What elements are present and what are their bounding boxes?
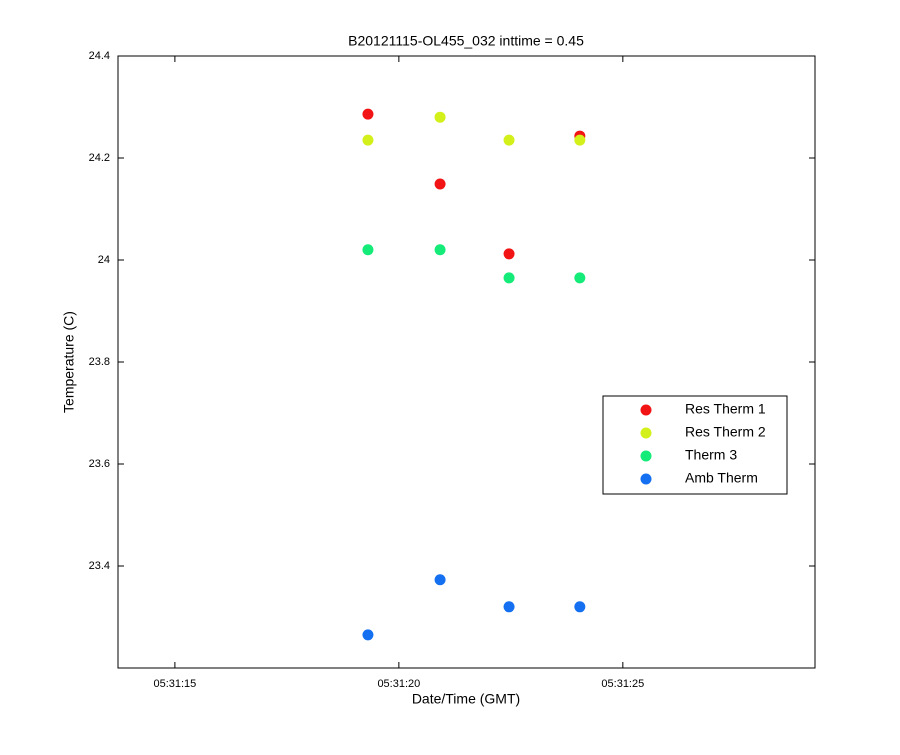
y-axis-label: Temperature (C) xyxy=(61,311,77,413)
data-point xyxy=(434,111,446,123)
data-point xyxy=(362,244,374,256)
data-point xyxy=(434,244,446,256)
x-tick-label: 05:31:25 xyxy=(601,678,644,690)
y-tick-label: 24.2 xyxy=(89,152,110,164)
data-point xyxy=(574,601,586,613)
legend-marker xyxy=(640,427,652,439)
legend-box xyxy=(602,395,788,495)
data-point xyxy=(574,134,586,146)
y-tick-label: 23.6 xyxy=(89,458,110,470)
legend-label: Therm 3 xyxy=(685,447,737,463)
y-tick-label: 23.8 xyxy=(89,356,110,368)
legend-marker xyxy=(640,404,652,416)
data-point xyxy=(362,108,374,120)
y-tick-label: 24.4 xyxy=(89,50,110,62)
data-point xyxy=(503,248,515,260)
data-point xyxy=(503,134,515,146)
legend-label: Amb Therm xyxy=(685,470,758,486)
y-tick-label: 24 xyxy=(98,254,110,266)
data-point xyxy=(434,178,446,190)
y-tick-label: 23.4 xyxy=(89,560,110,572)
legend-marker xyxy=(640,473,652,485)
data-point xyxy=(434,574,446,586)
legend-marker xyxy=(640,450,652,462)
data-point xyxy=(362,134,374,146)
legend-label: Res Therm 1 xyxy=(685,401,766,417)
x-axis-label: Date/Time (GMT) xyxy=(412,691,520,707)
x-tick-label: 05:31:20 xyxy=(377,678,420,690)
legend-label: Res Therm 2 xyxy=(685,424,766,440)
data-point xyxy=(503,272,515,284)
data-point xyxy=(362,629,374,641)
x-tick-label: 05:31:15 xyxy=(153,678,196,690)
chart-title: B20121115-OL455_032 inttime = 0.45 xyxy=(348,33,584,49)
data-point xyxy=(503,601,515,613)
data-point xyxy=(574,272,586,284)
